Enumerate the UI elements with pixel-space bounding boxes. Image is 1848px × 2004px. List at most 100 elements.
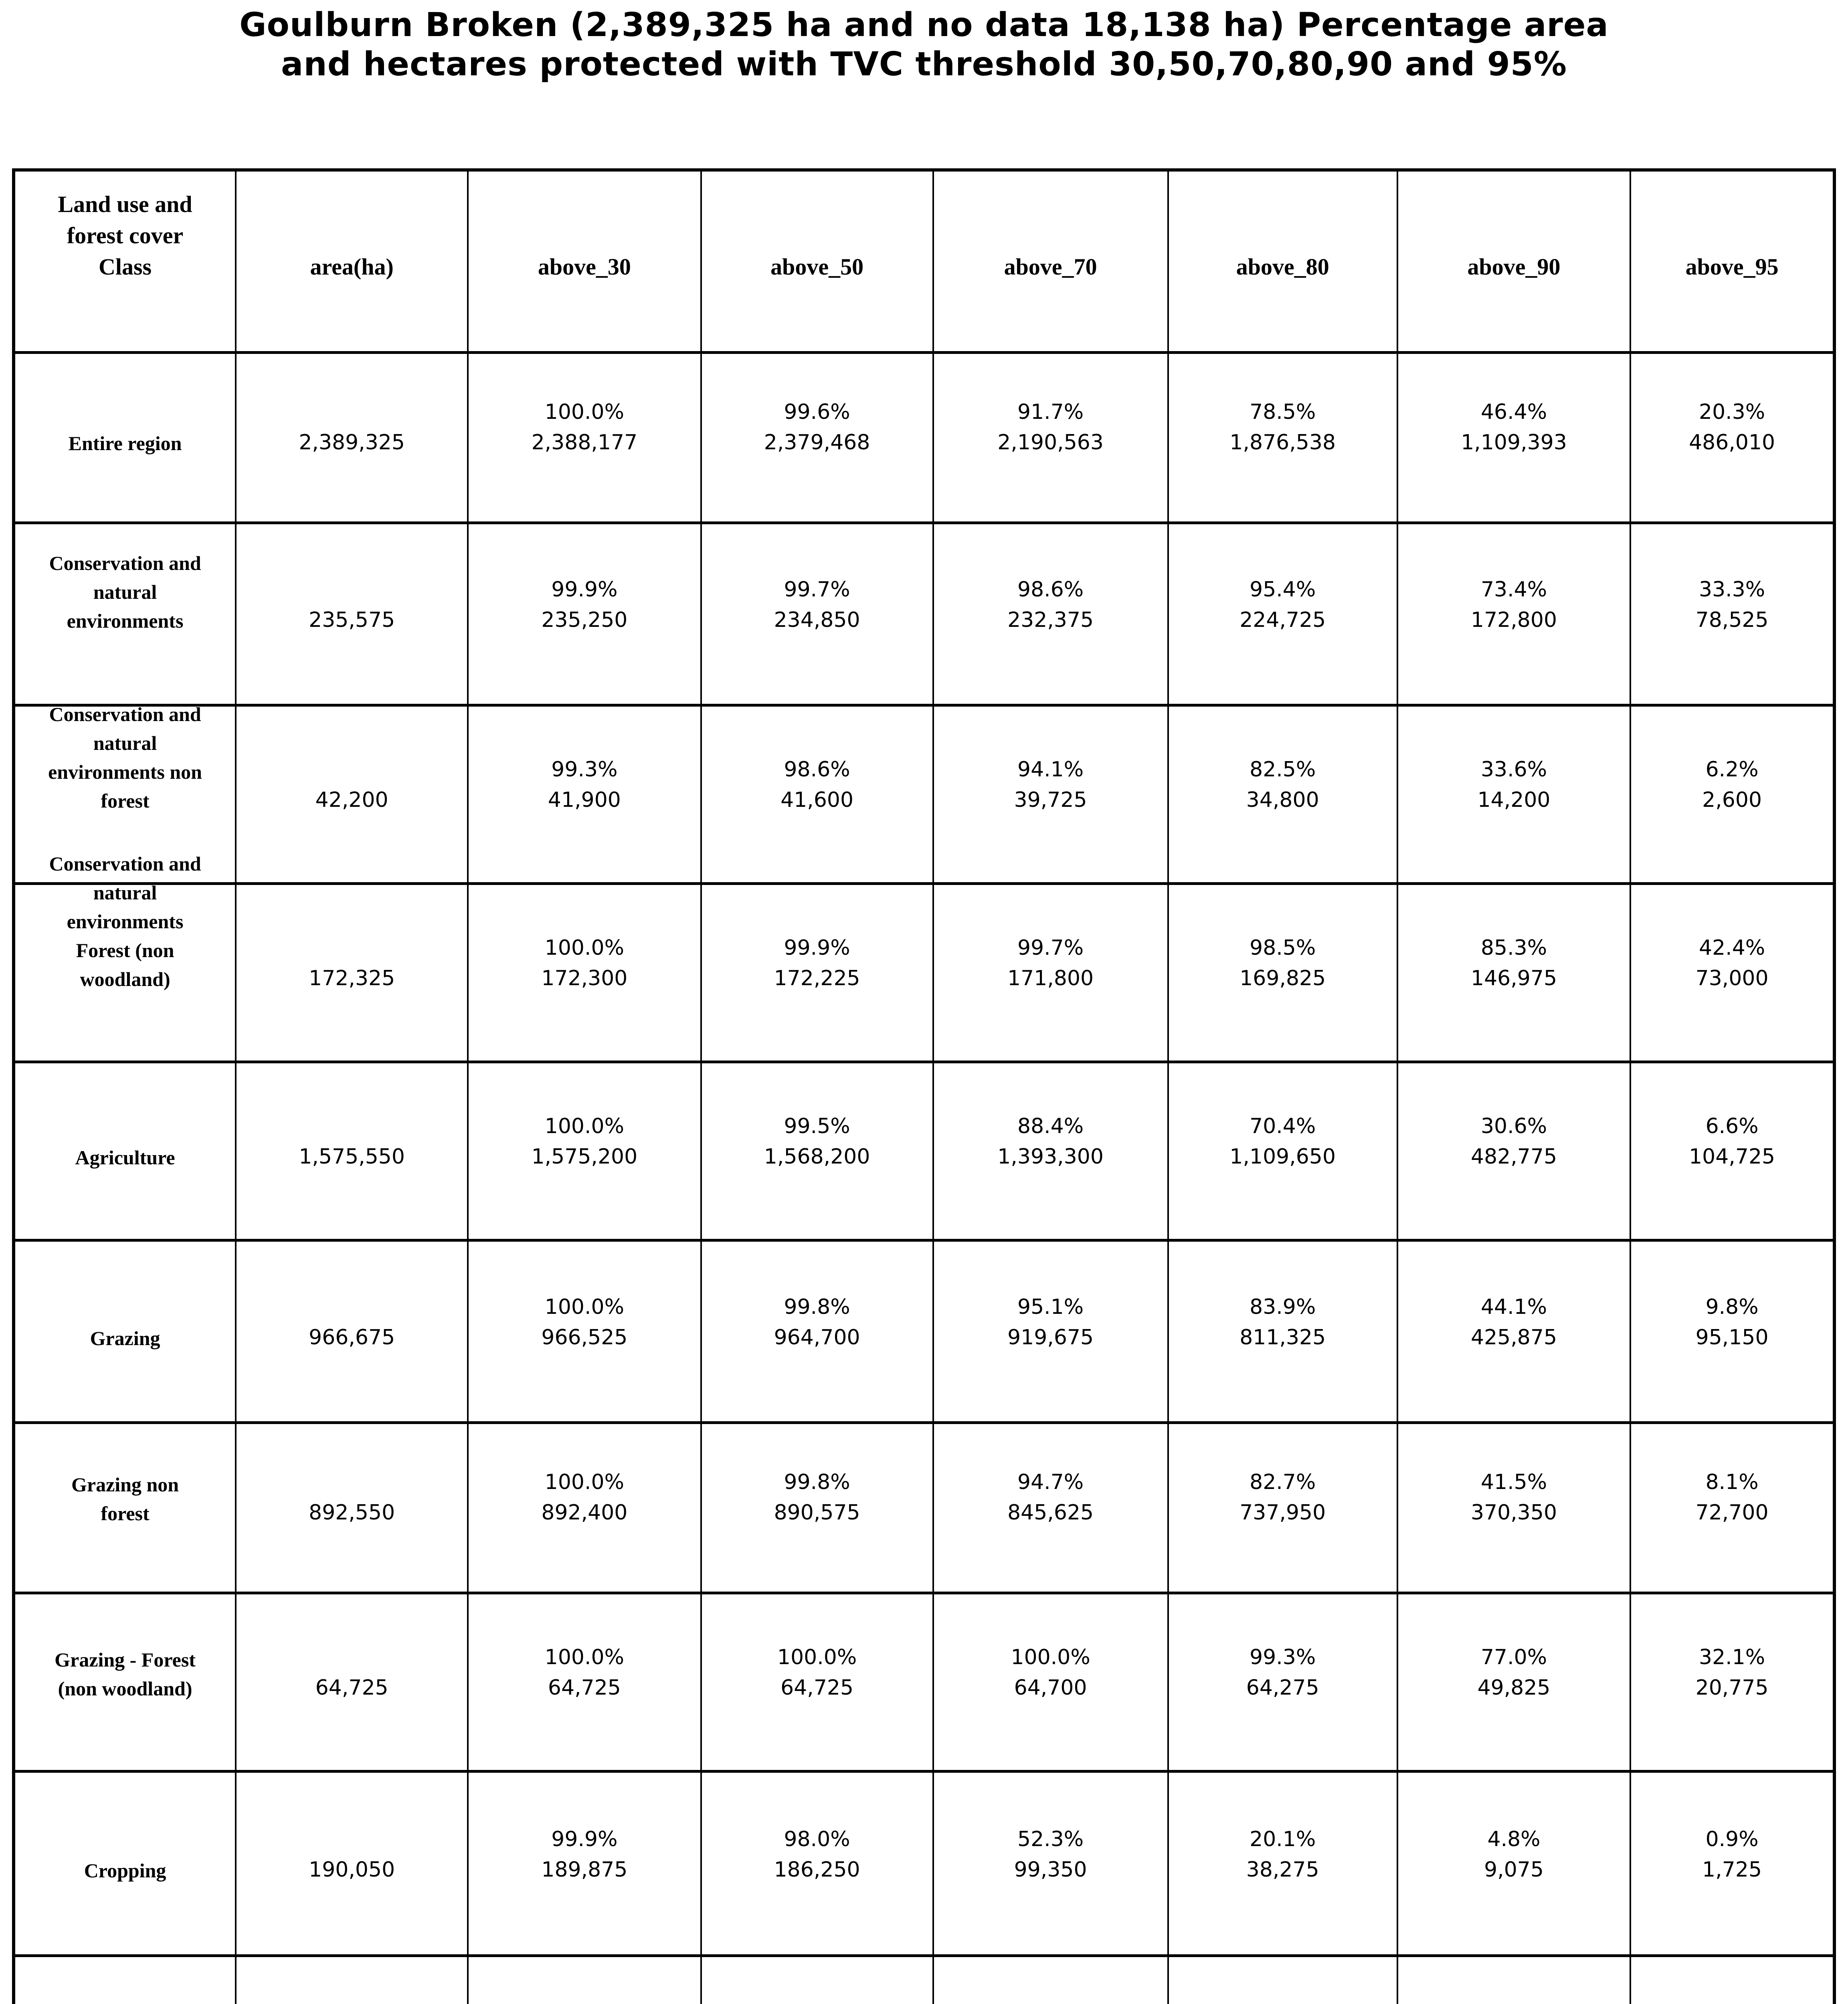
data-cell: 100.0% 64,725 [467,1591,702,1773]
data-cell: 1.6% 6,700 [1630,1954,1835,2004]
data-cell: 172,325 [235,882,469,1063]
data-cell: 98.6% 232,375 [932,521,1169,707]
data-cell: 966,675 [235,1238,469,1424]
row-label: Irrigation [12,1954,237,2004]
data-cell: 33.6% 14,200 [1396,703,1632,885]
header-cell: above_90 [1396,168,1632,354]
page-title-line-1: Goulburn Broken (2,389,325 ha and no dat… [239,6,1609,44]
data-cell: 41.5% 370,350 [1396,1421,1632,1594]
header-cell: above_70 [932,168,1169,354]
data-cell: 99.3% 64,275 [1167,1591,1398,1773]
row-label: Conservation and natural environments no… [12,703,237,885]
table-row: Grazing 966,675 100.0% 966,525 99.8% 964,70… [12,1238,1835,1424]
data-cell: 88.4% 1,393,300 [932,1060,1169,1242]
data-cell: 100.0% 892,400 [467,1421,702,1594]
row-label: Entire region [12,351,237,524]
data-cell: 99.7% 234,850 [700,521,934,707]
data-cell: 20.3% 486,010 [1630,351,1835,524]
row-label: Conservation and natural environments [12,521,237,707]
data-cell: 99.9% 235,250 [467,521,702,707]
data-cell: 44.1% 425,875 [1396,1238,1632,1424]
table-row: Cropping 190,050 99.9% 189,875 98.0% 186,25… [12,1770,1835,1957]
page-title: Goulburn Broken (2,389,325 ha and no dat… [0,6,1848,84]
data-cell: 70.4% 1,109,650 [1167,1060,1398,1242]
data-cell: 100.0% 966,525 [467,1238,702,1424]
data-cell: 0.9% 1,725 [1630,1770,1835,1957]
data-cell: 99.7% 171,800 [932,882,1169,1063]
row-label: Cropping [12,1770,237,1957]
data-cell: 42,200 [235,703,469,885]
header-cell: above_50 [700,168,934,354]
data-cell: 99.3% 41,900 [467,703,702,885]
data-cell: 100.0% 406,525 [467,1954,702,2004]
data-cell: 2,389,325 [235,351,469,524]
data-cell: 99.9% 172,225 [700,882,934,1063]
data-cell: 52.3% 99,350 [932,1770,1169,1957]
data-cell: 94.7% 845,625 [932,1421,1169,1594]
data-cell: 6.2% 2,600 [1630,703,1835,885]
table-row: Conservation and natural environments no… [12,703,1835,885]
data-cell: 99.8% 890,575 [700,1421,934,1594]
data-cell: 99.9% 189,875 [467,1770,702,1957]
data-cell: 89.2% 362,500 [932,1954,1169,2004]
data-cell: 64,725 [235,1591,469,1773]
data-cell: 82.5% 34,800 [1167,703,1398,885]
table-row: Entire region 2,389,325 100.0% 2,388,177 99… [12,351,1835,524]
data-cell: 73.4% 172,800 [1396,521,1632,707]
data-cell: 98.5% 169,825 [1167,882,1398,1063]
table-header-row: Land use and forest cover Class area(ha) a… [12,168,1835,354]
data-cell: 91.7% 2,190,563 [932,351,1169,524]
data-cell: 99.8% 964,700 [700,1238,934,1424]
data-cell: 95.4% 224,725 [1167,521,1398,707]
header-cell: above_80 [1167,168,1398,354]
data-cell: 9.8% 95,150 [1630,1238,1835,1424]
row-label: Grazing - Forest (non woodland) [12,1591,237,1773]
data-cell: 61.4% 249,475 [1167,1954,1398,2004]
table-row: Agriculture 1,575,550 100.0% 1,575,200 99.5… [12,1060,1835,1242]
tvc-table: Land use and forest cover Class area(ha) a… [12,168,1836,2004]
data-cell: 83.9% 811,325 [1167,1238,1398,1424]
row-label: Grazing non forest [12,1421,237,1594]
table-row: Grazing - Forest (non woodland) 64,725 100… [12,1591,1835,1773]
row-label: Conservation and natural environments Fo… [12,853,237,1063]
data-cell: 1,575,550 [235,1060,469,1242]
data-cell: 100.0% 172,300 [467,882,702,1063]
data-cell: 42.4% 73,000 [1630,882,1835,1063]
data-cell: 78.5% 1,876,538 [1167,351,1398,524]
header-cell: area(ha) [235,168,469,354]
data-cell: 98.6% 41,600 [700,703,934,885]
data-cell: 82.7% 737,950 [1167,1421,1398,1594]
header-cell: above_95 [1630,168,1835,354]
data-cell: 85.3% 146,975 [1396,882,1632,1063]
row-label: Grazing [12,1238,237,1424]
data-cell: 20.1% 38,275 [1167,1770,1398,1957]
data-cell: 6.6% 104,725 [1630,1060,1835,1242]
data-cell: 10.4% 42,100 [1396,1954,1632,2004]
table-body: Entire region 2,389,325 100.0% 2,388,177 99… [12,351,1835,2004]
data-cell: 4.8% 9,075 [1396,1770,1632,1957]
data-cell: 99.5% 1,568,200 [700,1060,934,1242]
data-cell: 99.6% 2,379,468 [700,351,934,524]
page-title-line-2: and hectares protected with TVC threshol… [281,45,1567,83]
table-row: Conservation and natural environments 235… [12,521,1835,707]
header-cell: Land use and forest cover Class [12,168,237,354]
row-label: Agriculture [12,1060,237,1242]
data-cell: 95.1% 919,675 [932,1238,1169,1424]
data-cell: 33.3% 78,525 [1630,521,1835,707]
data-cell: 406,550 [235,1954,469,2004]
header-cell: above_30 [467,168,702,354]
data-cell: 100.0% 1,575,200 [467,1060,702,1242]
data-cell: 100.0% 64,700 [932,1591,1169,1773]
data-cell: 94.1% 39,725 [932,703,1169,885]
data-cell: 99.6% 405,000 [700,1954,934,2004]
data-cell: 100.0% 2,388,177 [467,351,702,524]
data-cell: 32.1% 20,775 [1630,1591,1835,1773]
data-cell: 8.1% 72,700 [1630,1421,1835,1594]
data-cell: 892,550 [235,1421,469,1594]
data-cell: 77.0% 49,825 [1396,1591,1632,1773]
data-cell: 98.0% 186,250 [700,1770,934,1957]
data-cell: 235,575 [235,521,469,707]
data-cell: 46.4% 1,109,393 [1396,351,1632,524]
